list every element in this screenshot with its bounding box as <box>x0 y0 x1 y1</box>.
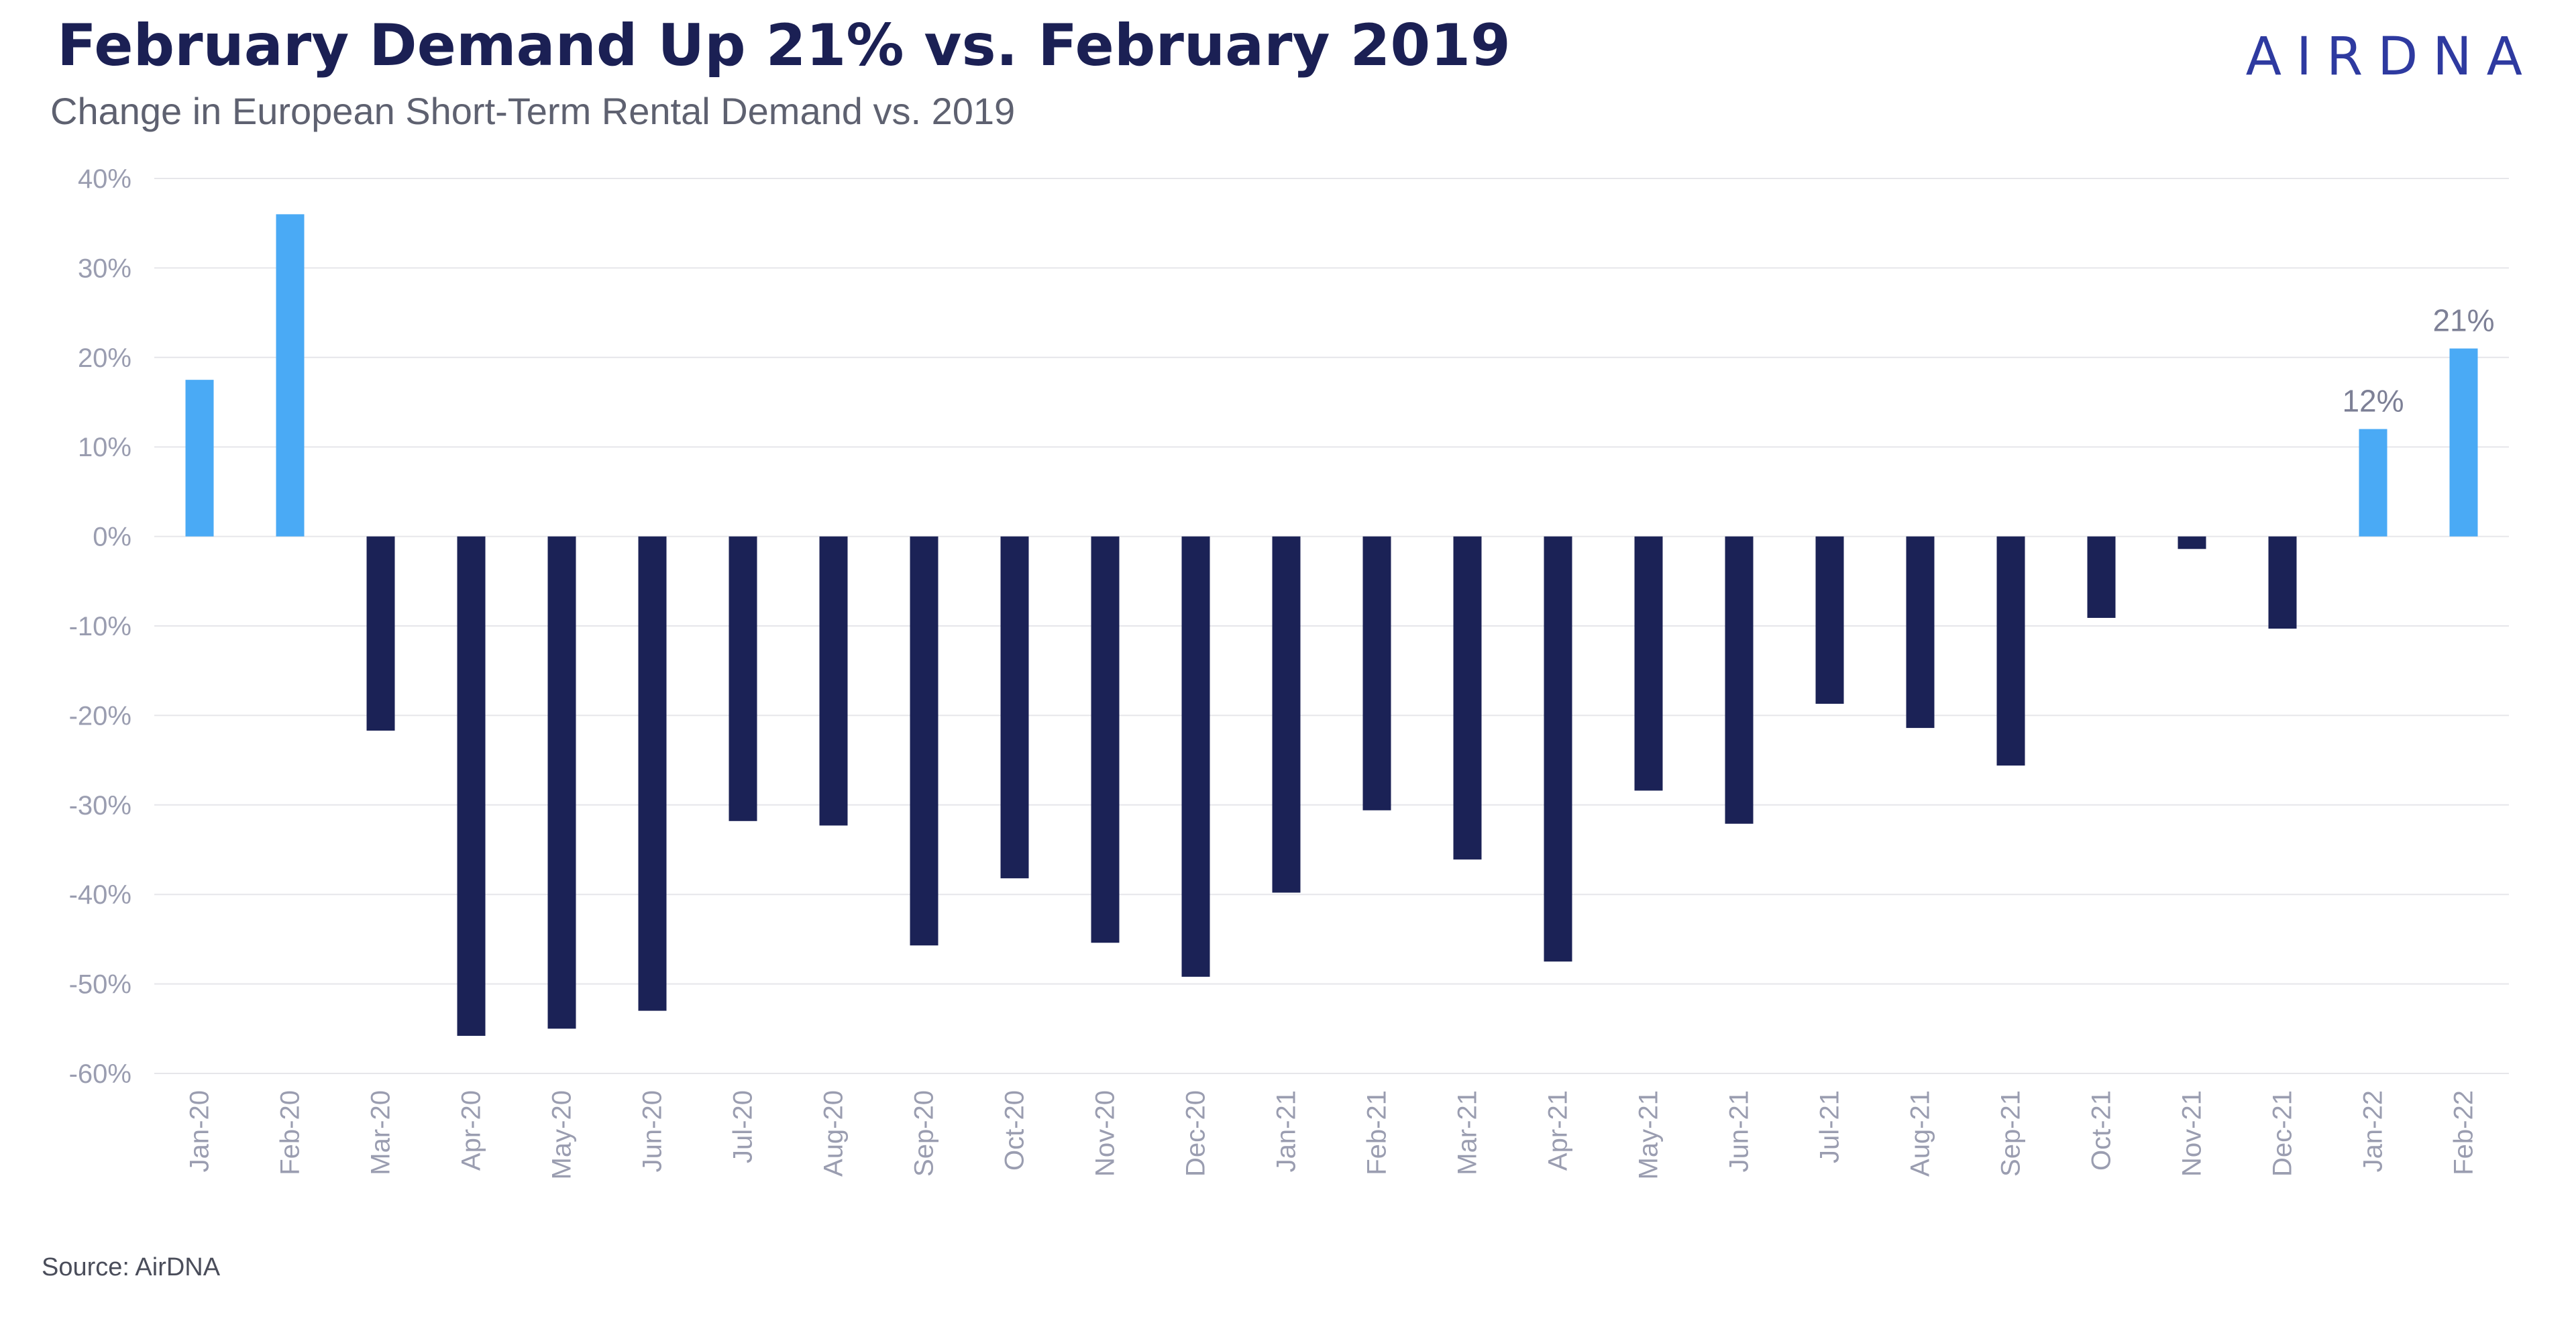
y-tick-label: 20% <box>78 343 131 373</box>
x-tick-label: Mar-21 <box>1453 1090 1483 1175</box>
x-tick-label: Apr-20 <box>457 1090 486 1171</box>
x-tick-label: Jun-21 <box>1725 1090 1754 1172</box>
x-tick-label: Feb-20 <box>276 1090 305 1175</box>
y-tick-label: -50% <box>69 970 131 1000</box>
bar-dec-20 <box>1181 536 1210 977</box>
bar-jul-20 <box>729 536 757 821</box>
x-tick-label: Dec-20 <box>1181 1090 1211 1177</box>
x-tick-label: Oct-20 <box>1000 1090 1030 1171</box>
bar-jun-20 <box>638 536 667 1011</box>
y-tick-label: -40% <box>69 880 131 910</box>
chart-subtitle: Change in European Short-Term Rental Dem… <box>50 90 1016 132</box>
bar-jan-22 <box>2359 429 2387 537</box>
x-tick-label: Nov-21 <box>2178 1090 2207 1177</box>
data-label: 21% <box>2432 303 2494 337</box>
y-axis-ticks: 40% 30% 20% 10% 0% -10% -20% -30% -40% -50% -60% <box>69 164 131 1089</box>
x-tick-label: Jun-20 <box>638 1090 667 1172</box>
y-tick-label: 30% <box>78 254 131 283</box>
x-tick-label: Sep-20 <box>910 1090 939 1177</box>
bar-jan-20 <box>185 380 214 537</box>
x-tick-label: May-20 <box>547 1090 577 1179</box>
x-tick-label: Feb-21 <box>1362 1090 1392 1175</box>
x-tick-label: Jul-20 <box>729 1090 758 1163</box>
bar-feb-22 <box>2449 348 2478 537</box>
bar-mar-21 <box>1453 536 1482 860</box>
x-tick-label: Mar-20 <box>366 1090 396 1175</box>
bar-feb-21 <box>1362 536 1391 810</box>
x-tick-label: Nov-20 <box>1091 1090 1120 1177</box>
bar-aug-21 <box>1906 536 1935 729</box>
bar-sep-21 <box>1996 536 2025 766</box>
bars <box>185 214 2478 1036</box>
x-axis-ticks: Jan-20 Feb-20 Mar-20 Apr-20 May-20 Jun-20 Jul-… <box>185 1090 2479 1179</box>
y-tick-label: 10% <box>78 433 131 462</box>
bar-nov-20 <box>1091 536 1120 943</box>
data-labels: 12% 21% <box>2342 303 2494 418</box>
y-tick-label: -30% <box>69 791 131 820</box>
y-tick-label: -10% <box>69 612 131 641</box>
x-tick-label: Dec-21 <box>2268 1090 2298 1177</box>
y-tick-label: 40% <box>78 164 131 194</box>
bar-mar-20 <box>366 536 395 731</box>
x-tick-label: Oct-21 <box>2087 1090 2116 1171</box>
gridlines <box>154 178 2509 1074</box>
x-tick-label: Aug-21 <box>1906 1090 1935 1177</box>
bar-oct-20 <box>1000 536 1029 879</box>
x-tick-label: Jan-20 <box>185 1090 215 1172</box>
y-tick-label: -20% <box>69 701 131 731</box>
x-tick-label: May-21 <box>1634 1090 1664 1179</box>
bar-aug-20 <box>819 536 848 826</box>
bar-may-20 <box>547 536 576 1029</box>
bar-sep-20 <box>910 536 938 946</box>
bar-jul-21 <box>1815 536 1844 704</box>
bar-dec-21 <box>2268 536 2297 629</box>
bar-oct-21 <box>2087 536 2116 618</box>
bar-may-21 <box>1634 536 1663 791</box>
x-tick-label: Apr-21 <box>1544 1090 1573 1171</box>
x-tick-label: Jul-21 <box>1815 1090 1845 1163</box>
chart-title: February Demand Up 21% vs. February 2019 <box>57 12 1511 79</box>
x-tick-label: Sep-21 <box>1996 1090 2026 1177</box>
source-note: Source: AirDNA <box>42 1253 221 1281</box>
y-tick-label: 0% <box>93 523 131 552</box>
y-tick-label: -60% <box>69 1059 131 1089</box>
bar-feb-20 <box>276 214 305 537</box>
bar-apr-21 <box>1544 536 1572 962</box>
x-tick-label: Aug-20 <box>819 1090 849 1177</box>
bar-nov-21 <box>2178 536 2206 549</box>
bar-jan-21 <box>1272 536 1301 893</box>
bar-apr-20 <box>457 536 486 1036</box>
x-tick-label: Jan-21 <box>1272 1090 1301 1172</box>
x-tick-label: Jan-22 <box>2359 1090 2388 1172</box>
airdna-logo: AIRDNA <box>2245 27 2537 87</box>
bar-jun-21 <box>1725 536 1754 824</box>
data-label: 12% <box>2342 384 2404 419</box>
x-tick-label: Feb-22 <box>2449 1090 2479 1175</box>
